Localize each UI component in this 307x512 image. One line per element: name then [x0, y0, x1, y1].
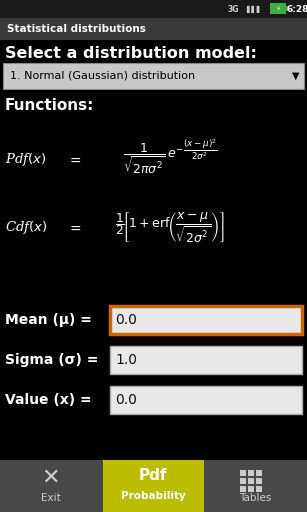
Text: $\mathregular{Pdf}(x)$: $\mathregular{Pdf}(x)$: [5, 152, 47, 168]
FancyBboxPatch shape: [3, 63, 304, 89]
FancyBboxPatch shape: [248, 478, 254, 484]
FancyBboxPatch shape: [240, 478, 246, 484]
Text: 0.0: 0.0: [115, 393, 137, 407]
FancyBboxPatch shape: [110, 306, 302, 334]
Text: Functions:: Functions:: [5, 97, 94, 113]
FancyBboxPatch shape: [0, 0, 307, 18]
Text: Value (x) =: Value (x) =: [5, 393, 91, 407]
FancyBboxPatch shape: [286, 6, 288, 11]
Text: $=$: $=$: [67, 221, 82, 235]
Text: $\dfrac{1}{2}\!\left[1 + \mathrm{erf}\!\left(\dfrac{x-\mu}{\sqrt{2\sigma^2}}\rig: $\dfrac{1}{2}\!\left[1 + \mathrm{erf}\!\…: [115, 210, 225, 246]
FancyBboxPatch shape: [240, 486, 246, 492]
Text: ▌▌▌: ▌▌▌: [246, 6, 262, 13]
Text: 1. Normal (Gaussian) distribution: 1. Normal (Gaussian) distribution: [10, 71, 195, 81]
Text: $\mathregular{Cdf}(x)$: $\mathregular{Cdf}(x)$: [5, 220, 48, 237]
Text: 3G: 3G: [227, 5, 239, 13]
Text: $=$: $=$: [67, 153, 82, 167]
FancyBboxPatch shape: [256, 470, 262, 476]
FancyBboxPatch shape: [256, 478, 262, 484]
Text: ⚡: ⚡: [276, 6, 280, 12]
Text: ▼: ▼: [292, 71, 300, 81]
FancyBboxPatch shape: [110, 346, 302, 374]
Text: Tables: Tables: [239, 493, 271, 503]
Text: 1.0: 1.0: [115, 353, 137, 367]
Text: Exit: Exit: [41, 493, 61, 503]
Text: Select a distribution model:: Select a distribution model:: [5, 46, 257, 60]
FancyBboxPatch shape: [110, 386, 302, 414]
FancyBboxPatch shape: [248, 470, 254, 476]
Text: Mean (μ) =: Mean (μ) =: [5, 313, 92, 327]
Text: ✕: ✕: [42, 468, 60, 488]
Text: 0.0: 0.0: [115, 313, 137, 327]
FancyBboxPatch shape: [103, 460, 204, 512]
Text: 6:28: 6:28: [287, 5, 307, 13]
FancyBboxPatch shape: [0, 18, 307, 40]
FancyBboxPatch shape: [248, 486, 254, 492]
Text: Sigma (σ) =: Sigma (σ) =: [5, 353, 98, 367]
Text: Pdf: Pdf: [139, 468, 167, 483]
FancyBboxPatch shape: [0, 460, 103, 512]
Text: Probability: Probability: [121, 491, 185, 501]
FancyBboxPatch shape: [256, 486, 262, 492]
Text: Statistical distributions: Statistical distributions: [7, 24, 146, 34]
FancyBboxPatch shape: [240, 470, 246, 476]
Text: $\dfrac{1}{\sqrt{2\pi\sigma^2}}\,e^{-\dfrac{(x-\mu)^2}{2\sigma^2}}$: $\dfrac{1}{\sqrt{2\pi\sigma^2}}\,e^{-\df…: [123, 138, 217, 176]
FancyBboxPatch shape: [0, 460, 307, 512]
FancyBboxPatch shape: [204, 460, 307, 512]
FancyBboxPatch shape: [270, 3, 286, 14]
